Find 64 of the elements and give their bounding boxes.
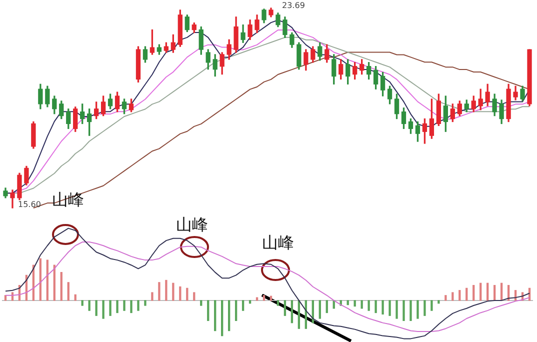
bar <box>165 280 168 301</box>
bar <box>480 282 482 301</box>
bar <box>74 294 76 301</box>
bar <box>214 300 216 332</box>
bar <box>137 300 140 311</box>
bar <box>200 300 202 306</box>
annotation: 山峰 <box>176 215 208 234</box>
bar <box>346 300 349 306</box>
bar <box>374 300 377 314</box>
bar <box>256 297 258 301</box>
bar <box>88 300 90 311</box>
bar <box>144 300 146 306</box>
bar <box>368 300 370 311</box>
bar <box>228 300 230 332</box>
annotation: 山峰 <box>262 233 294 252</box>
bar <box>172 282 174 301</box>
annotation: 15.60 <box>18 200 41 210</box>
bar <box>151 292 154 301</box>
bar <box>424 300 426 316</box>
bar <box>221 300 224 336</box>
bar <box>458 290 461 301</box>
bar <box>158 282 160 301</box>
bar <box>276 300 280 306</box>
bar <box>430 300 433 311</box>
bar <box>248 300 252 304</box>
bar <box>290 300 294 324</box>
bar <box>46 260 48 301</box>
bar <box>284 300 286 316</box>
bar <box>410 300 412 321</box>
bar <box>102 300 104 319</box>
bar <box>396 300 398 319</box>
bar <box>326 300 328 314</box>
annotation: 23.69 <box>282 1 305 10</box>
bar <box>270 296 272 301</box>
bar <box>123 300 126 311</box>
bar <box>234 300 238 321</box>
bar <box>444 295 447 301</box>
bar <box>466 288 468 301</box>
bar <box>39 258 42 301</box>
bar <box>109 300 112 316</box>
bar <box>81 300 84 306</box>
bar <box>388 300 391 316</box>
bar <box>452 292 454 301</box>
bar <box>472 284 475 301</box>
bar <box>438 300 440 304</box>
bar <box>242 300 244 311</box>
bar <box>416 300 419 319</box>
bar <box>354 300 356 307</box>
bar <box>486 282 489 301</box>
bar <box>130 300 132 314</box>
bar <box>360 300 363 309</box>
bar <box>60 272 62 301</box>
bar <box>382 300 384 314</box>
bar <box>318 300 321 319</box>
bar <box>95 300 98 316</box>
bar <box>207 300 210 321</box>
bar <box>4 295 7 301</box>
bar <box>186 288 188 301</box>
bar <box>67 282 70 301</box>
bar <box>193 292 196 301</box>
bar <box>402 300 405 321</box>
bar <box>116 300 118 314</box>
bar <box>262 295 266 301</box>
bar <box>179 286 182 301</box>
